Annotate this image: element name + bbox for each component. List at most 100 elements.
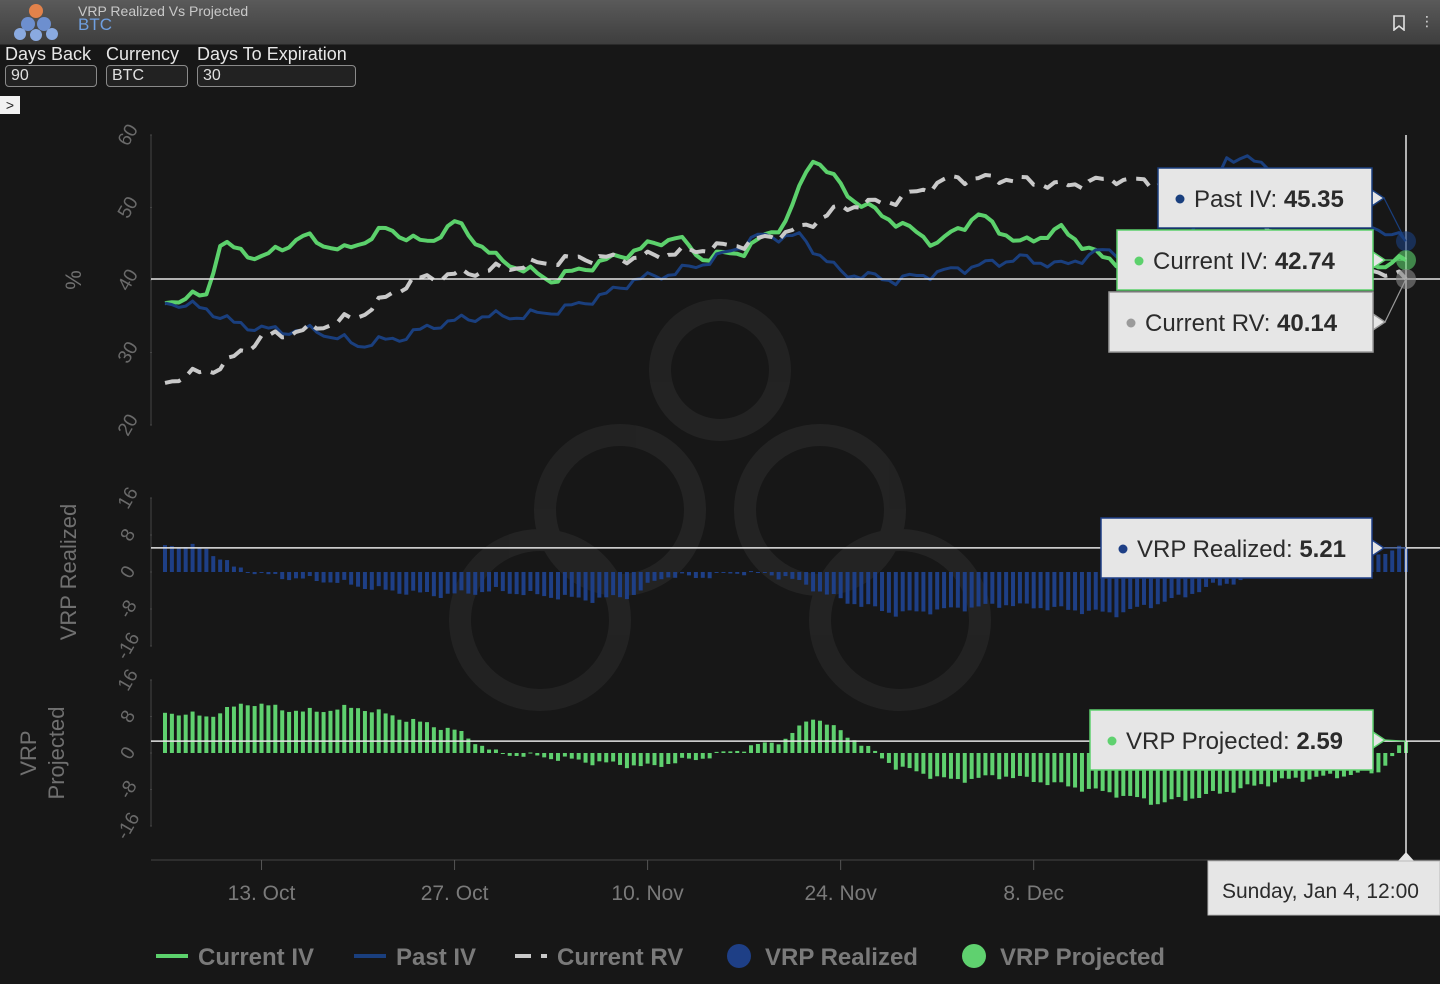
bar [500, 572, 505, 592]
tooltip-vrp-realized: VRP Realized: 5.21 [1100, 517, 1407, 579]
tooltip-connector [1384, 739, 1407, 742]
bar [597, 572, 602, 598]
bar [1217, 753, 1222, 794]
tooltip-pointer [1371, 538, 1386, 558]
bar [383, 572, 388, 590]
y-tick-label: 60 [114, 121, 143, 150]
bar [1169, 753, 1174, 800]
bar [811, 719, 816, 753]
legend-vrp-projected[interactable]: VRP Projected [962, 944, 1165, 971]
bar [521, 753, 526, 757]
tooltip-dot [1107, 736, 1117, 746]
watermark-shape [734, 424, 906, 596]
y-tick-label: -16 [112, 629, 144, 663]
bar [914, 572, 919, 612]
bar [921, 572, 926, 612]
bar [1128, 753, 1133, 796]
bar [307, 572, 312, 577]
bar [1397, 745, 1402, 753]
bar [397, 719, 402, 753]
bar [1086, 572, 1091, 611]
tooltip-text: Current RV: 40.14 [1145, 310, 1338, 337]
expand-icon[interactable]: > [0, 96, 20, 114]
bookmark-icon[interactable] [1392, 15, 1406, 31]
bar [342, 704, 347, 753]
bar [411, 718, 416, 753]
bar [900, 572, 905, 612]
bar [431, 572, 436, 597]
tooltip-current-rv: Current RV: 40.14 [1108, 278, 1407, 353]
bar [638, 753, 643, 767]
bar [293, 572, 298, 579]
bar [362, 572, 367, 589]
param-label: Days Back [5, 44, 92, 64]
tooltip-vrp-projected: VRP Projected: 2.59 [1089, 709, 1407, 771]
bar [549, 753, 554, 760]
bar [893, 572, 898, 617]
bar [942, 572, 947, 609]
x-tick-label: 27. Oct [421, 882, 489, 905]
x-tick-label: 8. Dec [1003, 882, 1064, 905]
bar [1148, 753, 1153, 805]
bar [328, 710, 333, 753]
bar [1066, 572, 1071, 610]
bar [163, 712, 167, 753]
bar [493, 749, 498, 753]
tooltip-connector [1383, 197, 1407, 242]
legend-vrp-realized[interactable]: VRP Realized [727, 944, 918, 971]
y-tick-label: -16 [112, 809, 144, 843]
bar [1017, 753, 1022, 776]
watermark-logo [449, 299, 991, 711]
tooltip-value: 42.74 [1275, 248, 1336, 275]
legend-current-iv[interactable]: Current IV [156, 944, 314, 971]
y-tick-label: 30 [114, 338, 143, 367]
tooltip-pointer [1372, 730, 1387, 750]
bar [335, 709, 340, 753]
bar [707, 753, 712, 759]
bar [680, 572, 685, 574]
bar [859, 572, 864, 607]
legend-current-rv[interactable]: Current RV [515, 944, 683, 971]
bar [624, 572, 629, 600]
bar [707, 572, 712, 579]
bar [404, 572, 409, 595]
bar [321, 572, 326, 583]
kebab-menu-icon[interactable]: ⋮ [1420, 13, 1434, 29]
bar [259, 703, 264, 753]
bar [542, 753, 547, 758]
tooltip-box [1157, 167, 1373, 229]
bar [1383, 753, 1388, 766]
legend-past-iv[interactable]: Past IV [354, 944, 476, 971]
watermark-shape [809, 529, 991, 711]
currency-input[interactable] [106, 65, 188, 87]
bar [721, 572, 726, 573]
bar [797, 725, 802, 753]
days-back-input[interactable] [5, 65, 97, 87]
bar [1135, 572, 1140, 607]
bar [762, 572, 767, 573]
tooltip-label: VRP Realized: [1137, 536, 1299, 563]
bar [197, 547, 202, 572]
page-subtitle: BTC [78, 15, 112, 34]
bar [555, 572, 560, 600]
bar [431, 727, 436, 753]
bar [514, 753, 519, 757]
bar [1079, 572, 1084, 615]
bar [673, 753, 678, 764]
days-to-expiration-input[interactable] [197, 65, 356, 87]
bar [507, 753, 512, 756]
bar [990, 753, 995, 776]
bar [686, 572, 691, 576]
tooltip-text: VRP Realized: 5.21 [1137, 536, 1346, 563]
bar [487, 749, 492, 753]
bar [866, 572, 871, 605]
bar [824, 724, 829, 753]
bar [397, 572, 402, 594]
y-axis-label: % [61, 270, 86, 290]
bar [976, 753, 981, 778]
bar [1204, 753, 1209, 794]
legend-label: Past IV [396, 944, 476, 971]
bar [335, 572, 340, 583]
bar [907, 572, 912, 611]
bar [755, 743, 760, 753]
